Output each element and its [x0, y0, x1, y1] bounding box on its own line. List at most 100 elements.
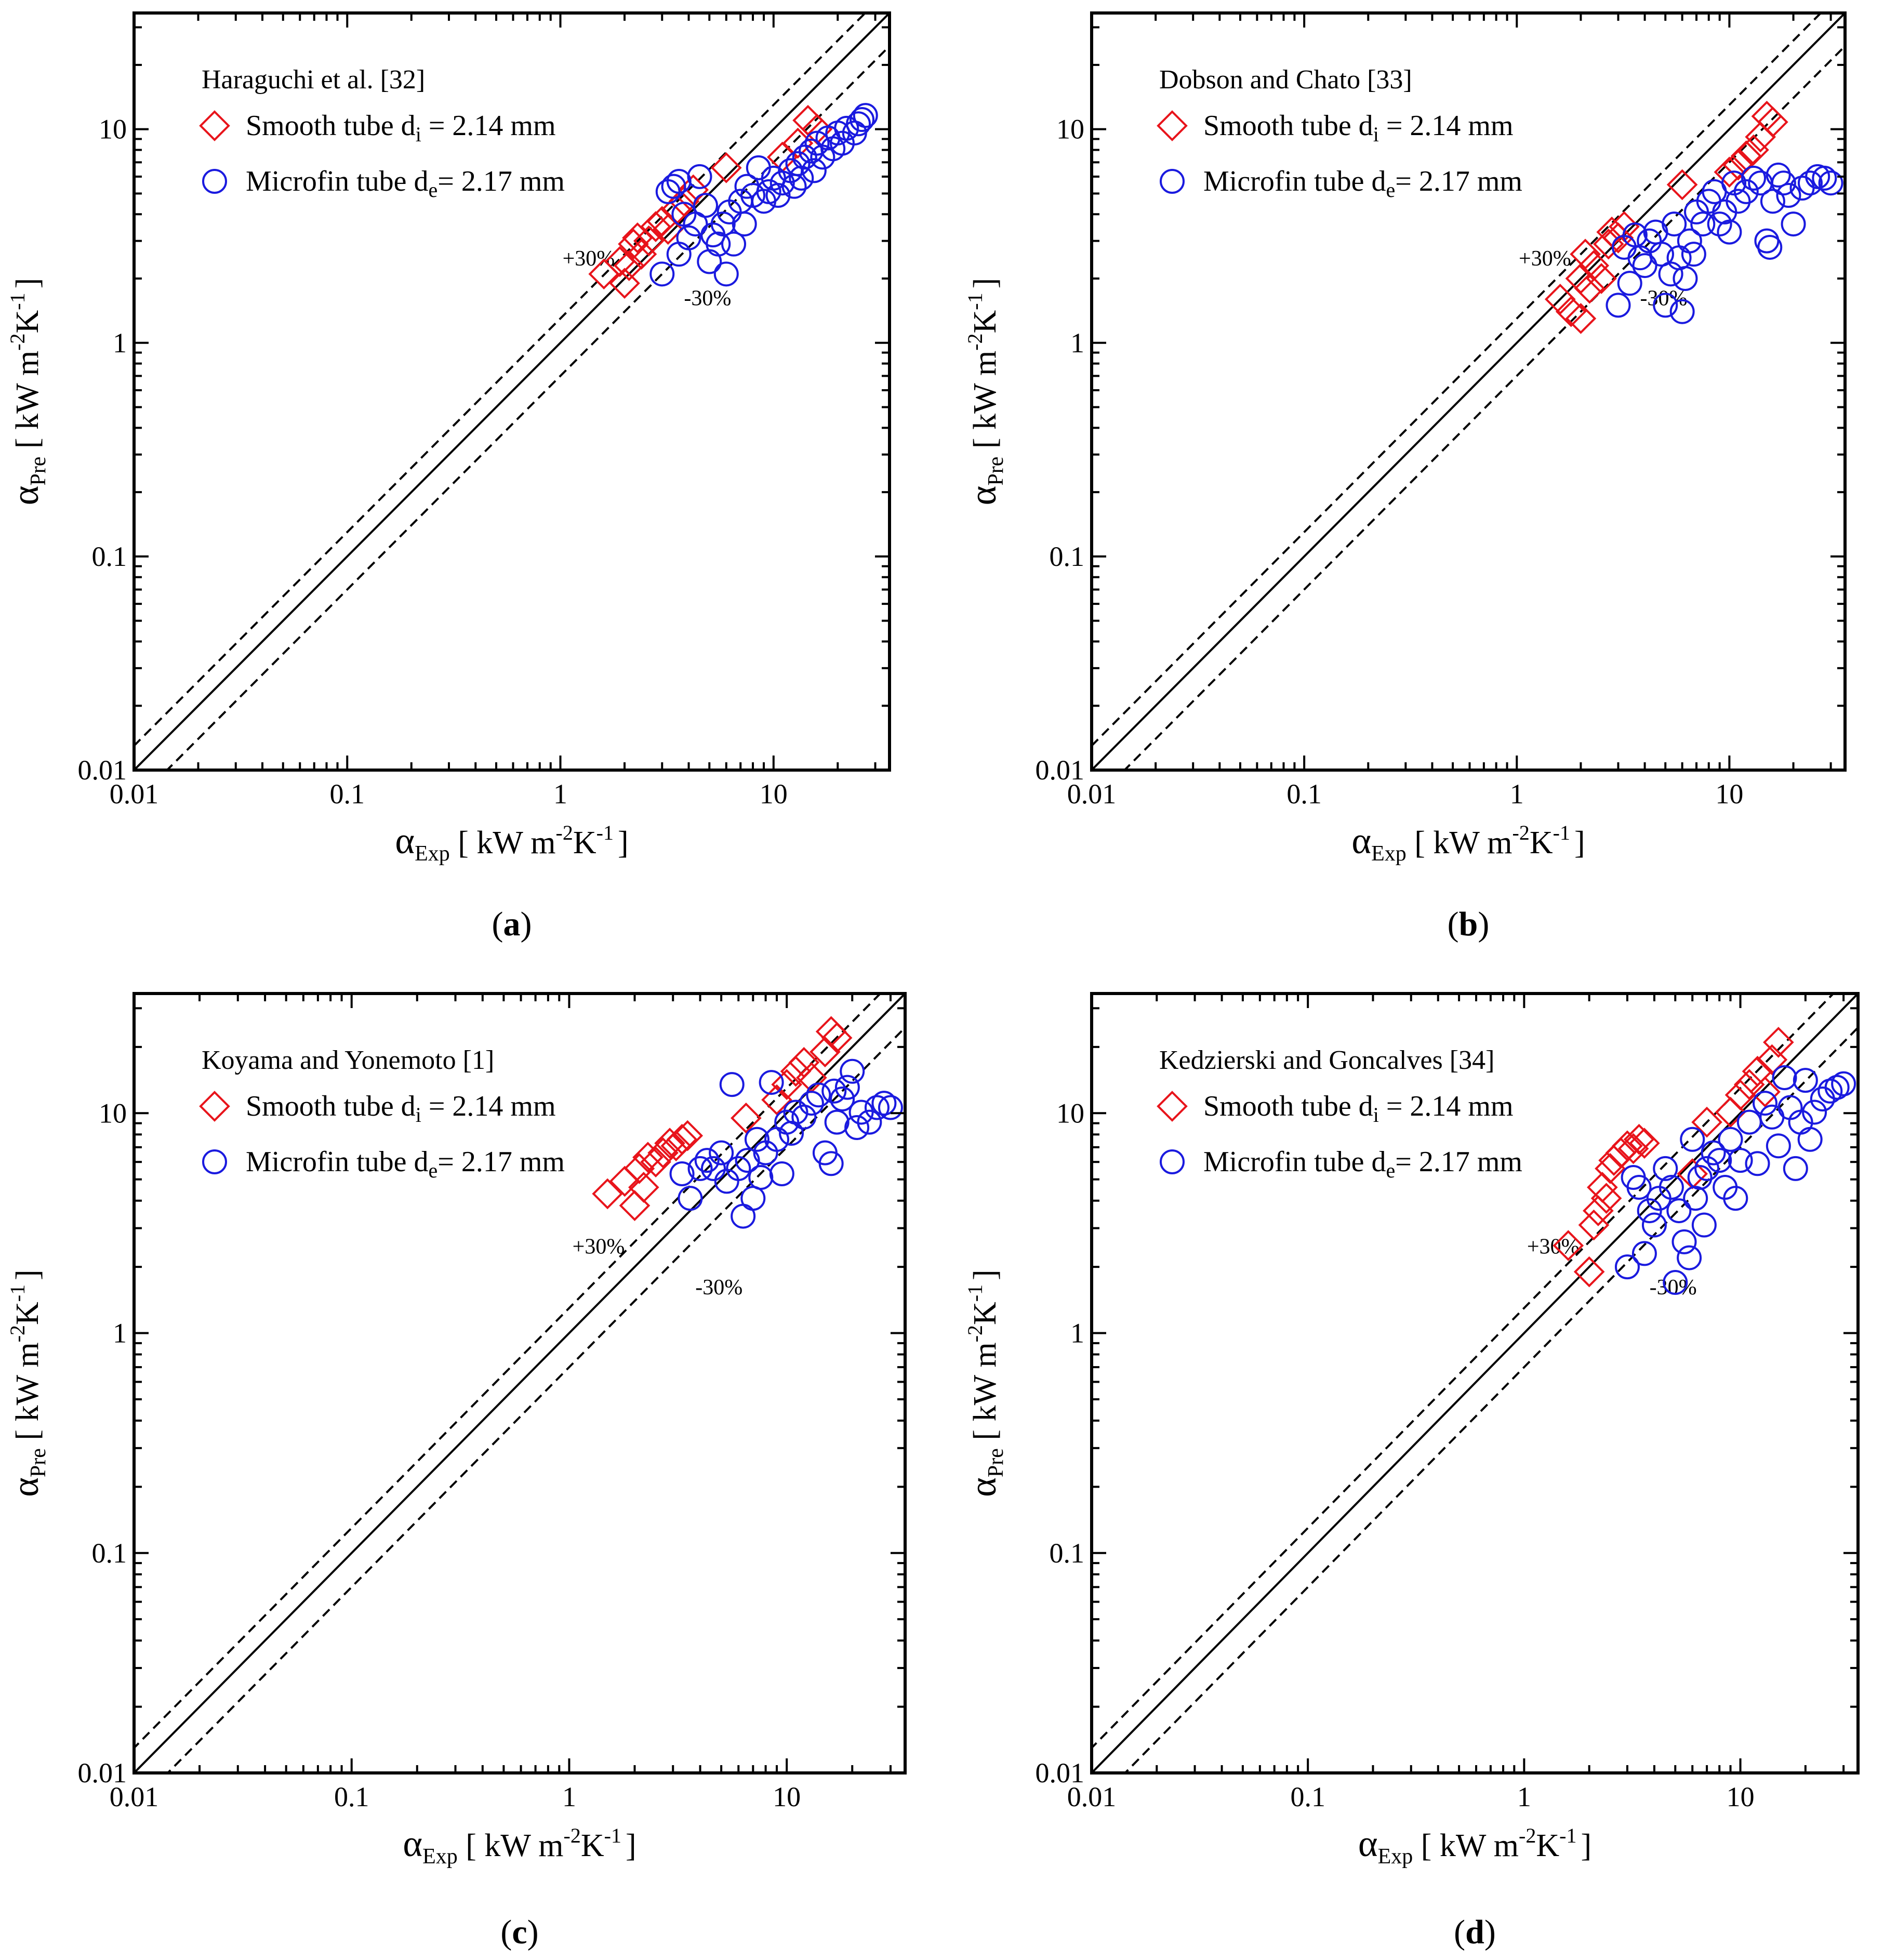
smooth-tube-point: [1544, 284, 1576, 315]
smooth-tube-point: [1733, 1069, 1765, 1100]
microfin-tube-point: [1606, 293, 1631, 318]
smooth-tube-point: [1623, 1123, 1655, 1155]
legend-smooth-tube: Smooth tube di = 2.14 mm: [246, 1090, 556, 1127]
y-tick-label: 0.1: [1050, 1538, 1085, 1569]
legend-diamond-marker: [1157, 110, 1188, 141]
microfin-tube-point: [774, 1109, 800, 1135]
microfin-tube-series: [649, 103, 878, 287]
microfin-tube-point: [791, 1104, 817, 1130]
y-tick-label: 10: [99, 1097, 127, 1129]
microfin-tube-point: [765, 183, 791, 208]
microfin-tube-point: [1626, 1175, 1652, 1200]
microfin-tube-point: [1766, 162, 1791, 188]
microfin-tube-point: [1783, 1156, 1808, 1181]
x-tick-label: 0.1: [1286, 778, 1322, 810]
x-tick-label: 0.01: [110, 1781, 159, 1812]
microfin-tube-point: [769, 170, 795, 196]
plot-frame: [1090, 11, 1847, 772]
microfin-tube-point: [1677, 228, 1702, 254]
smooth-tube-point: [660, 1130, 692, 1162]
smooth-tube-series: [592, 1016, 853, 1221]
smooth-tube-point: [761, 1084, 792, 1116]
microfin-tube-point: [1718, 1127, 1743, 1152]
y-tick-label: 0.01: [1036, 754, 1085, 786]
x-tick-label: 10: [773, 1781, 801, 1812]
correlation-title: Kedzierski and Goncalves [34]: [1159, 1045, 1494, 1075]
axis-ticks: [1091, 994, 1858, 1774]
legend-circle-marker: [1160, 169, 1185, 194]
microfin-tube-point: [1757, 234, 1783, 260]
microfin-tube-point: [821, 1078, 847, 1104]
microfin-tube-point: [649, 261, 675, 287]
smooth-tube-point: [788, 1047, 820, 1078]
x-tick-label: 0.01: [1067, 778, 1117, 810]
microfin-tube-point: [735, 1148, 760, 1173]
plot-frame: [1090, 992, 1860, 1774]
smooth-tube-point: [1714, 156, 1745, 188]
microfin-tube-point: [693, 193, 719, 218]
smooth-tube-point: [1757, 107, 1788, 138]
microfin-tube-point: [1701, 1140, 1726, 1166]
y-tick-label: 0.1: [1050, 541, 1085, 572]
microfin-tube-point: [844, 1115, 870, 1140]
microfin-tube-point: [687, 1156, 713, 1181]
microfin-tube-point: [878, 1095, 903, 1120]
microfin-tube-point: [1659, 1175, 1684, 1200]
smooth-tube-point: [1691, 1106, 1722, 1138]
y-tick-label: 1: [113, 327, 127, 359]
smooth-tube-point: [1574, 273, 1606, 304]
legend-diamond-marker: [199, 110, 230, 141]
minus30-label: -30%: [695, 1276, 742, 1300]
microfin-tube-point: [785, 151, 811, 176]
microfin-tube-point: [713, 261, 739, 287]
microfin-tube-point: [1812, 165, 1837, 191]
legend-circle-marker: [1160, 1149, 1185, 1174]
microfin-tube-series: [1606, 162, 1843, 324]
panel-b: +30% -30% 0.01 0.1 1 10 0.01 0.1 1 10 αExp [ kW m-…: [962, 11, 1847, 943]
microfin-tube-point: [1669, 299, 1695, 324]
smooth-tube-point: [1586, 263, 1617, 294]
x-tick-label: 1: [1517, 1781, 1531, 1812]
smooth-tube-point: [647, 1137, 679, 1169]
y-tick-label: 10: [1056, 1097, 1084, 1129]
plus30-label: +30%: [563, 247, 615, 271]
plus30-line: [1092, 13, 1823, 747]
microfin-tube-point: [1771, 170, 1796, 196]
y-axis-label: αPre [ kW m-2K-1]: [962, 1269, 1008, 1497]
correlation-title: Haraguchi et al. [32]: [202, 65, 425, 95]
smooth-tube-point: [640, 211, 671, 242]
microfin-tube-point: [818, 1151, 844, 1176]
smooth-tube-point: [710, 152, 742, 183]
microfin-tube-point: [1680, 1127, 1705, 1152]
microfin-tube-point: [1631, 1241, 1657, 1266]
smooth-tube-point: [771, 1069, 803, 1100]
panel-c: +30% -30% 0.01 0.1 1 10 0.01 0.1 1 10 αExp [ kW m-…: [5, 992, 907, 1951]
x-tick-label: 0.1: [1290, 1781, 1325, 1812]
microfin-tube-point: [669, 1161, 695, 1186]
plus30-label: +30%: [573, 1235, 625, 1259]
smooth-tube-point: [1749, 1076, 1781, 1108]
plus30-line: [1092, 994, 1835, 1750]
microfin-tube-point: [853, 103, 878, 128]
legend-smooth-tube: Smooth tube di = 2.14 mm: [1203, 110, 1514, 146]
x-tick-label: 0.1: [330, 778, 365, 810]
axis-ticks: [1091, 13, 1845, 771]
smooth-tube-point: [1724, 1079, 1756, 1111]
microfin-tube-point: [719, 1072, 745, 1097]
x-tick-label: 10: [1715, 778, 1743, 810]
microfin-tube-point: [687, 164, 712, 189]
microfin-tube-point: [1683, 1186, 1708, 1211]
smooth-tube-point: [623, 1153, 655, 1184]
y-axis-label: αPre [ kW m-2K-1]: [5, 278, 50, 506]
microfin-tube-point: [846, 111, 871, 137]
microfin-tube-point: [864, 1095, 890, 1120]
microfin-tube-point: [709, 1140, 734, 1166]
y-tick-label: 1: [113, 1318, 127, 1349]
x-tick-label: 1: [553, 778, 567, 810]
legend-diamond-marker: [199, 1091, 230, 1122]
smooth-tube-point: [1629, 1128, 1660, 1159]
y-axis-label: αPre [ kW m-2K-1]: [5, 1269, 50, 1497]
plus30-line: [134, 13, 867, 747]
minus30-label: -30%: [1650, 1276, 1697, 1300]
smooth-tube-point: [1756, 1044, 1788, 1076]
